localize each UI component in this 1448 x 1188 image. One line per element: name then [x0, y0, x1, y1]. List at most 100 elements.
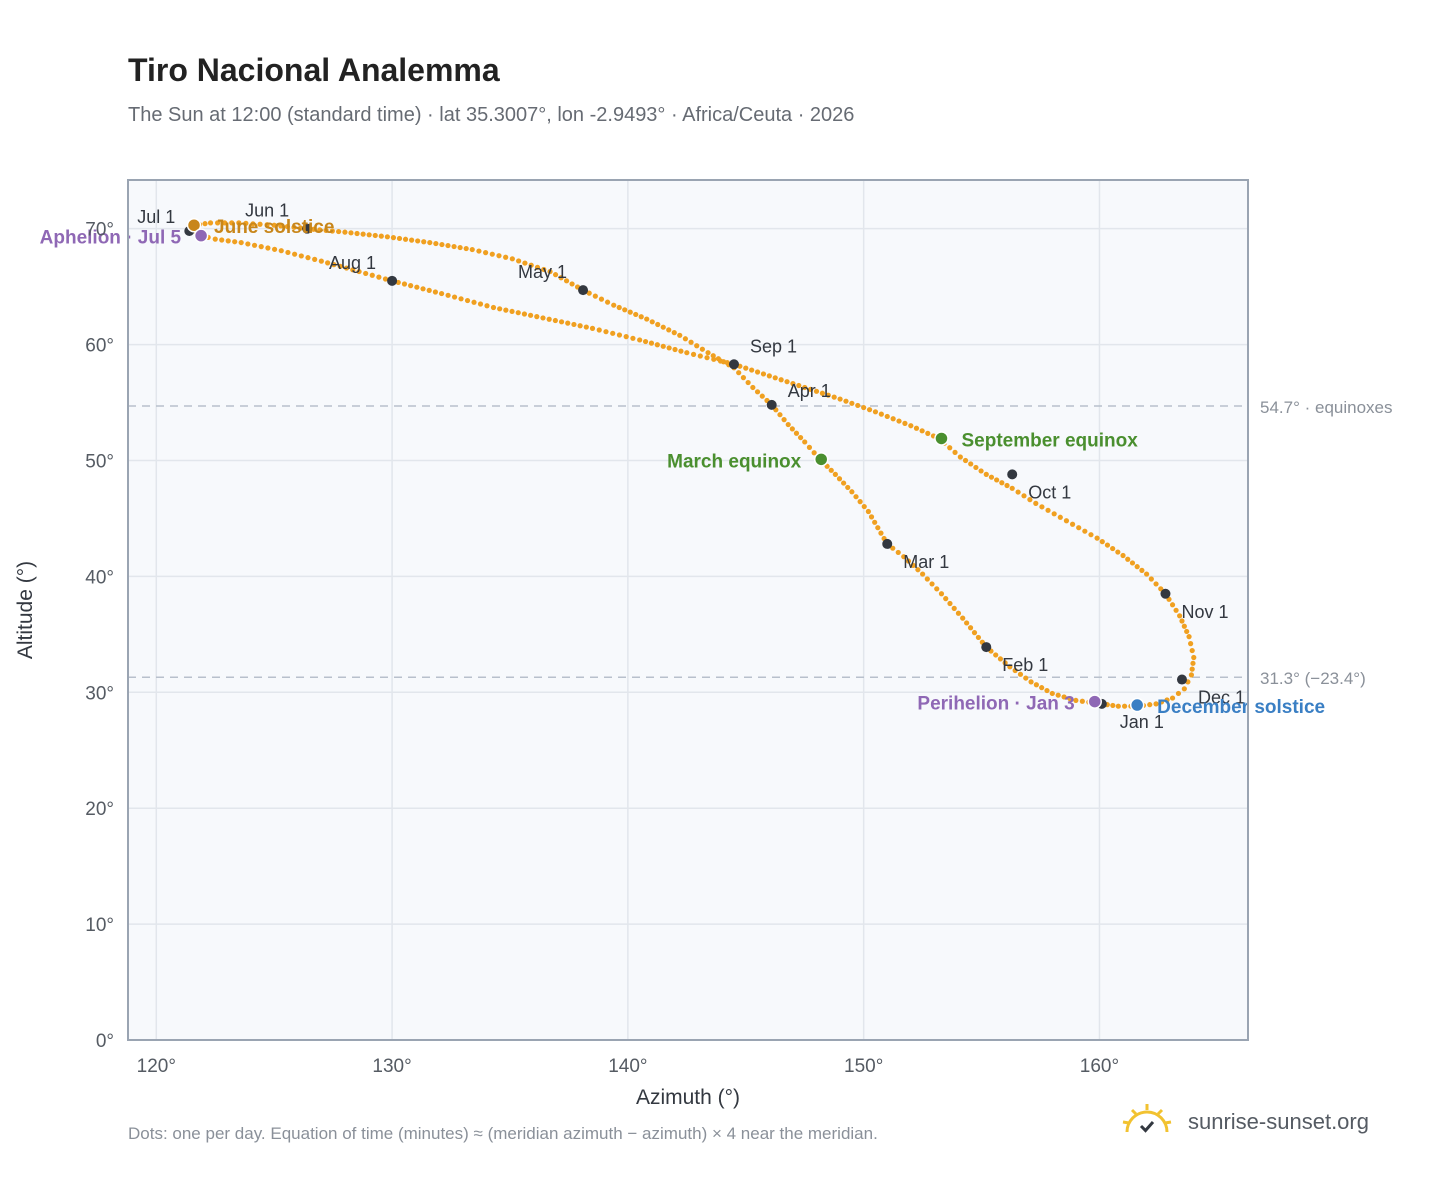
day-dot — [577, 323, 583, 329]
day-dot — [348, 230, 354, 236]
day-dot — [694, 343, 700, 349]
reference-line-label: 54.7° · equinoxes — [1260, 398, 1393, 417]
day-dot — [1191, 654, 1197, 661]
day-dot — [401, 281, 408, 287]
day-dot — [684, 350, 690, 356]
day-dot — [337, 263, 343, 269]
day-dot — [1190, 660, 1196, 666]
event-marker — [193, 228, 209, 243]
month-marker — [302, 223, 313, 234]
day-dot — [793, 430, 800, 436]
day-dot — [503, 307, 509, 313]
day-dot — [1181, 686, 1187, 692]
day-dot — [861, 503, 867, 510]
month-marker — [766, 399, 777, 410]
day-dot — [390, 235, 397, 241]
day-dot — [682, 336, 689, 342]
day-dot — [878, 411, 884, 417]
day-dot — [872, 409, 879, 415]
day-dot — [1017, 671, 1024, 677]
day-dot — [861, 404, 867, 411]
day-dot — [1061, 694, 1067, 700]
day-dot — [1033, 682, 1039, 688]
day-dot — [978, 468, 984, 474]
day-dot — [232, 239, 238, 245]
day-dot — [811, 450, 817, 456]
month-marker — [1007, 469, 1018, 480]
day-dot — [207, 220, 214, 226]
day-dot — [1189, 666, 1195, 672]
reference-lines: 54.7° · equinoxes 31.3° (−23.4°) — [128, 398, 1393, 688]
day-dot — [292, 251, 298, 257]
day-dot — [318, 258, 324, 264]
day-dot — [212, 236, 218, 242]
day-dot — [1122, 703, 1128, 709]
day-dot — [1147, 702, 1153, 708]
day-dot — [285, 249, 291, 256]
brand[interactable]: sunrise-sunset.org — [1120, 1102, 1369, 1141]
day-dot — [1169, 602, 1176, 608]
day-dot — [802, 439, 808, 445]
day-dot — [1148, 576, 1154, 582]
day-dot — [649, 319, 655, 325]
day-dot — [1051, 511, 1057, 517]
day-dot — [366, 232, 372, 238]
day-dot — [754, 389, 761, 395]
day-dot — [464, 297, 471, 304]
day-dot — [1173, 607, 1179, 613]
day-dot — [376, 274, 382, 280]
day-dot — [704, 355, 710, 361]
day-dot — [297, 225, 304, 231]
day-dot — [1004, 482, 1010, 489]
day-dot — [1044, 687, 1050, 694]
day-dot — [598, 296, 605, 302]
day-dot — [627, 309, 633, 315]
day-dot — [1153, 701, 1159, 707]
day-dot — [534, 264, 541, 270]
sun-logo-icon — [1120, 1102, 1174, 1141]
day-dot — [271, 222, 277, 228]
day-dot — [1023, 675, 1029, 681]
day-dot — [666, 345, 672, 351]
day-dot — [754, 369, 761, 375]
day-dot — [721, 359, 727, 365]
month-marker — [728, 359, 739, 370]
day-dot — [943, 596, 949, 602]
day-dot — [1067, 696, 1073, 702]
day-dot — [1094, 535, 1100, 541]
y-tick-label: 50° — [85, 451, 114, 472]
day-dot — [672, 346, 678, 353]
day-dot — [1015, 489, 1021, 495]
day-dot — [975, 634, 982, 641]
day-dot — [1079, 698, 1085, 704]
day-dot — [957, 454, 963, 460]
day-dot — [784, 379, 790, 385]
day-dot — [457, 244, 463, 251]
day-dot — [1115, 703, 1121, 709]
month-markers: Jan 1 Feb 1 Mar 1 Apr 1 May 1 Jun 1 Jul 1 Aug 1… — [137, 201, 1245, 732]
day-dot — [988, 474, 995, 480]
day-dot — [1021, 493, 1027, 499]
day-dot — [489, 251, 495, 257]
day-dot — [342, 229, 348, 235]
day-dot — [955, 610, 962, 616]
day-dot — [583, 324, 589, 330]
day-dot — [623, 334, 629, 340]
day-dot — [250, 221, 256, 227]
day-dot — [699, 346, 705, 352]
day-dot — [547, 268, 553, 275]
day-dot — [284, 223, 290, 230]
day-dot — [743, 365, 749, 371]
day-dot — [236, 220, 242, 226]
day-dot — [215, 220, 221, 226]
month-label: Sep 1 — [750, 336, 797, 356]
day-dot — [1184, 628, 1190, 635]
day-dot — [785, 421, 791, 428]
day-dot — [509, 308, 515, 315]
day-dot — [666, 327, 672, 333]
day-dot — [516, 258, 522, 264]
day-dot — [616, 304, 622, 311]
day-dot — [265, 245, 271, 251]
day-dot — [372, 232, 378, 239]
